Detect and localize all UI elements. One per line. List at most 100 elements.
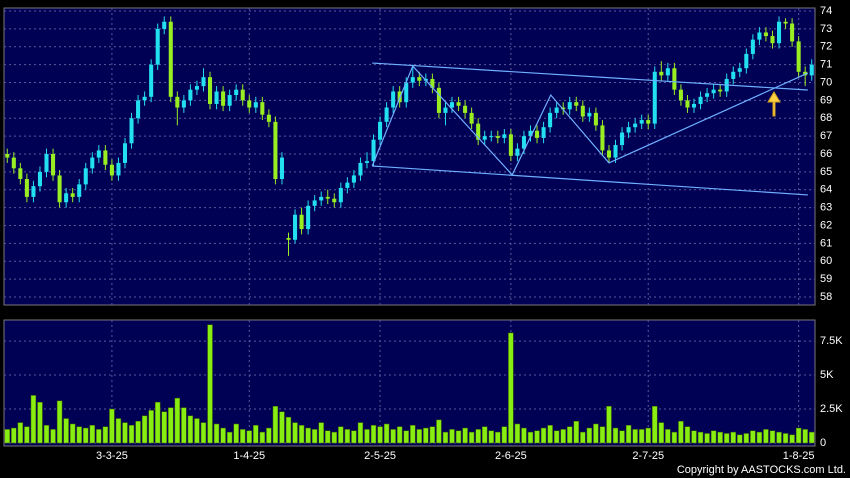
volume-bar xyxy=(560,429,566,444)
candle-body xyxy=(528,130,533,137)
volume-bar xyxy=(547,425,553,444)
candle-body xyxy=(136,100,141,119)
candle-body xyxy=(319,196,324,201)
volume-bar xyxy=(30,395,37,444)
candle-body xyxy=(194,86,199,90)
candle-body xyxy=(24,179,29,197)
volume-bar xyxy=(593,423,599,444)
volume-bar xyxy=(311,429,318,444)
volume-bar xyxy=(756,431,763,444)
candle-body xyxy=(626,127,631,133)
y-tick-label: 63 xyxy=(820,202,832,214)
volume-bar xyxy=(429,426,436,444)
candle-body xyxy=(593,112,598,126)
candle-body xyxy=(809,64,814,76)
candle-body xyxy=(44,153,49,172)
volume-bar xyxy=(102,426,109,444)
candle-body xyxy=(201,77,206,87)
volume-bar xyxy=(671,431,678,444)
volume-bar xyxy=(619,430,625,444)
candle-body xyxy=(384,107,389,122)
volume-bar xyxy=(318,422,324,444)
volume-bar xyxy=(606,406,612,444)
candle-body xyxy=(777,21,782,44)
candle-body xyxy=(685,100,690,108)
volume-bar xyxy=(37,401,43,444)
volume-bar xyxy=(246,430,252,444)
x-tick-label: 2-6-25 xyxy=(495,450,527,462)
candle-body xyxy=(325,196,330,199)
candle-body xyxy=(456,102,461,106)
volume-bar xyxy=(455,430,462,444)
candle-body xyxy=(70,193,75,197)
copyright: Copyright by AASTOCKS.com Ltd. xyxy=(677,464,846,476)
candle-body xyxy=(620,132,625,146)
candle-body xyxy=(142,96,147,101)
candle-body xyxy=(5,153,10,158)
candle-body xyxy=(548,112,553,128)
candle-body xyxy=(750,39,755,54)
candle-body xyxy=(155,28,160,65)
y-tick-label: 66 xyxy=(820,148,832,160)
candle-body xyxy=(358,162,363,176)
x-tick-label: 1-4-25 xyxy=(233,450,265,462)
volume-bar xyxy=(403,430,409,444)
volume-bar xyxy=(83,427,89,444)
candle-body xyxy=(207,77,213,104)
volume-bar xyxy=(737,434,743,444)
candle-body xyxy=(495,136,500,138)
volume-bar xyxy=(658,422,665,444)
y-tick-label: 65 xyxy=(820,166,832,178)
volume-bar xyxy=(462,427,468,444)
volume-bar xyxy=(697,431,704,444)
volume-bar xyxy=(24,426,30,444)
volume-bar xyxy=(43,425,50,444)
volume-bar xyxy=(89,425,95,444)
volume-bar xyxy=(259,431,266,444)
candle-body xyxy=(266,114,271,122)
volume-bar xyxy=(802,429,808,444)
volume-bar xyxy=(4,429,10,444)
volume-bar xyxy=(580,431,586,444)
candle-body xyxy=(312,200,317,206)
candle-body xyxy=(672,68,677,90)
volume-bar xyxy=(684,426,691,444)
volume-bar xyxy=(586,427,593,444)
candle-body xyxy=(763,32,768,37)
volume-bar xyxy=(449,429,455,444)
volume-bar xyxy=(652,406,658,444)
candle-body xyxy=(469,112,474,124)
volume-bar xyxy=(213,423,220,444)
volume-bar xyxy=(789,434,795,444)
volume-bar xyxy=(625,425,632,444)
candle-body xyxy=(737,68,742,72)
y-tick-label: 67 xyxy=(820,130,832,142)
candle-body xyxy=(11,157,16,169)
volume-bar xyxy=(122,422,128,444)
volume-bar xyxy=(50,429,56,444)
volume-bar xyxy=(181,407,187,444)
candle-body xyxy=(364,161,370,163)
y-tick-label: 64 xyxy=(820,184,832,196)
candle-body xyxy=(770,36,775,44)
volume-bar xyxy=(279,411,285,444)
volume-bar xyxy=(390,429,396,444)
candle-body xyxy=(391,91,396,108)
volume-bar xyxy=(128,425,135,444)
volume-bar xyxy=(174,397,181,444)
candle-body xyxy=(691,103,697,108)
volume-bar xyxy=(724,433,730,444)
candle-body xyxy=(57,175,62,203)
volume-bar xyxy=(763,429,769,444)
y-tick-label: 59 xyxy=(820,273,832,285)
candle-body xyxy=(51,153,56,176)
candle-body xyxy=(109,164,114,176)
volume-bar xyxy=(338,426,344,444)
volume-bar xyxy=(240,429,246,444)
candle-body xyxy=(521,136,526,149)
y-tick-label: 72 xyxy=(820,41,832,53)
candle-body xyxy=(430,78,435,88)
candle-body xyxy=(757,32,762,40)
candle-body xyxy=(502,134,507,138)
candle-body xyxy=(541,127,546,138)
